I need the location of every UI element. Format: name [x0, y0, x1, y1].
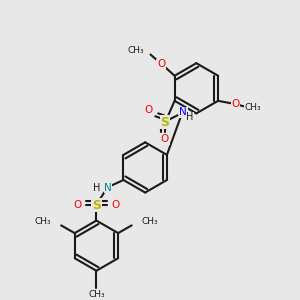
Text: S: S: [160, 116, 169, 129]
Text: S: S: [92, 199, 101, 212]
Text: N: N: [104, 183, 112, 193]
Text: O: O: [157, 59, 165, 69]
Text: O: O: [144, 104, 153, 115]
Text: O: O: [161, 134, 169, 145]
Text: N: N: [179, 107, 187, 117]
Text: O: O: [112, 200, 120, 210]
Text: H: H: [186, 112, 194, 122]
Text: CH₃: CH₃: [127, 46, 144, 55]
Text: CH₃: CH₃: [88, 290, 105, 299]
Text: O: O: [73, 200, 81, 210]
Text: O: O: [231, 99, 240, 109]
Text: CH₃: CH₃: [35, 217, 52, 226]
Text: CH₃: CH₃: [244, 103, 261, 112]
Text: CH₃: CH₃: [141, 217, 158, 226]
Text: H: H: [93, 183, 100, 193]
